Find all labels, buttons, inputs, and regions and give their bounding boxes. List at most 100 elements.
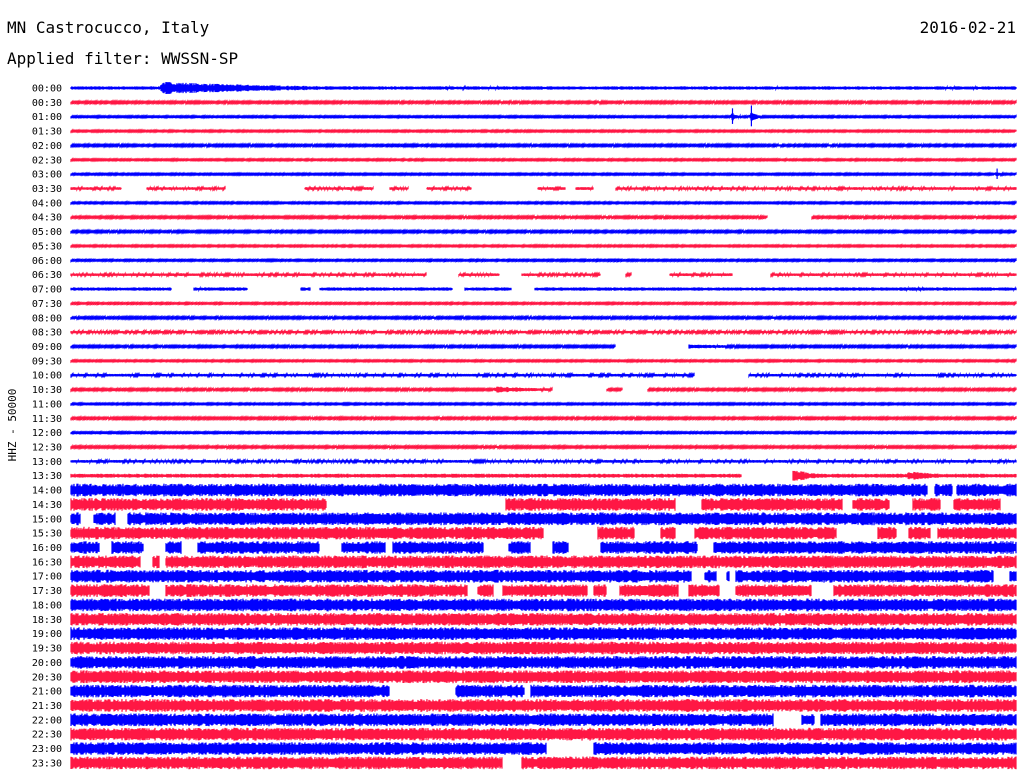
row-time-label: 20:00 bbox=[32, 658, 62, 669]
trace-line bbox=[70, 99, 1017, 106]
trace-row bbox=[70, 598, 1017, 612]
trace-line bbox=[70, 584, 1017, 598]
row-time-label: 11:30 bbox=[32, 414, 62, 425]
trace-row bbox=[70, 401, 1017, 407]
trace-row bbox=[70, 483, 1017, 497]
row-time-label: 10:30 bbox=[32, 385, 62, 396]
trace-row bbox=[70, 457, 1017, 465]
trace-line bbox=[70, 257, 1017, 264]
row-time-label: 17:30 bbox=[32, 586, 62, 597]
trace-line bbox=[70, 641, 1017, 655]
trace-line bbox=[70, 401, 1017, 407]
row-time-label: 23:00 bbox=[32, 744, 62, 755]
trace-line bbox=[70, 157, 1017, 163]
trace-row bbox=[70, 512, 1017, 526]
trace-line bbox=[70, 386, 1017, 393]
trace-line bbox=[70, 526, 1017, 540]
row-time-label: 09:00 bbox=[32, 342, 62, 353]
row-time-label: 01:00 bbox=[32, 112, 62, 123]
trace-line bbox=[70, 598, 1017, 612]
trace-line bbox=[70, 670, 1017, 684]
y-axis-label: HHZ - 50000 bbox=[6, 389, 19, 462]
row-time-label: 12:30 bbox=[32, 443, 62, 454]
row-time-label: 22:30 bbox=[32, 730, 62, 741]
trace-row bbox=[70, 328, 1017, 336]
trace-row bbox=[70, 414, 1017, 422]
row-time-label: 19:00 bbox=[32, 629, 62, 640]
trace-line bbox=[70, 429, 1017, 436]
trace-row bbox=[70, 612, 1017, 626]
trace-row bbox=[70, 727, 1017, 741]
trace-row bbox=[70, 670, 1017, 684]
trace-row bbox=[70, 185, 1017, 192]
row-time-label: 15:30 bbox=[32, 529, 62, 540]
trace-row bbox=[70, 314, 1017, 322]
trace-line bbox=[70, 228, 1017, 235]
trace-row bbox=[70, 371, 1017, 379]
trace-line bbox=[70, 655, 1017, 669]
row-time-label: 03:00 bbox=[32, 170, 62, 181]
trace-row bbox=[70, 213, 1017, 221]
trace-line bbox=[70, 142, 1017, 149]
row-time-label: 21:00 bbox=[32, 687, 62, 698]
trace-line bbox=[70, 541, 1017, 554]
row-time-label: 05:00 bbox=[32, 227, 62, 238]
date-label: 2016-02-21 bbox=[919, 18, 1016, 37]
trace-row bbox=[70, 555, 1017, 569]
trace-row bbox=[70, 81, 1017, 95]
trace-line bbox=[70, 285, 1017, 293]
row-time-label: 18:30 bbox=[32, 615, 62, 626]
row-time-label: 14:30 bbox=[32, 500, 62, 511]
trace-line bbox=[70, 713, 1017, 727]
row-time-label: 00:00 bbox=[32, 84, 62, 95]
filter-label: Applied filter: WWSSN-SP bbox=[7, 49, 239, 68]
trace-line bbox=[70, 343, 1017, 350]
row-time-label: 13:30 bbox=[32, 471, 62, 482]
trace-row bbox=[70, 526, 1017, 540]
trace-line bbox=[70, 555, 1017, 569]
row-time-label: 10:00 bbox=[32, 371, 62, 382]
row-time-label: 13:00 bbox=[32, 457, 62, 468]
row-time-label: 04:00 bbox=[32, 198, 62, 209]
row-time-label: 06:00 bbox=[32, 256, 62, 267]
trace-line bbox=[70, 727, 1017, 741]
row-time-label: 21:30 bbox=[32, 701, 62, 712]
trace-line bbox=[70, 569, 1017, 583]
trace-line bbox=[70, 243, 1017, 249]
trace-row bbox=[70, 200, 1017, 206]
row-time-label: 00:30 bbox=[32, 98, 62, 109]
trace-row bbox=[70, 386, 1017, 393]
row-time-label: 14:00 bbox=[32, 486, 62, 497]
row-time-label: 04:30 bbox=[32, 213, 62, 224]
trace-row bbox=[70, 142, 1017, 149]
row-time-label: 16:00 bbox=[32, 543, 62, 554]
trace-row bbox=[70, 584, 1017, 598]
trace-row bbox=[70, 641, 1017, 655]
row-time-label: 18:00 bbox=[32, 600, 62, 611]
trace-line bbox=[70, 371, 1017, 379]
trace-line bbox=[70, 512, 1017, 526]
row-time-label: 20:30 bbox=[32, 672, 62, 683]
trace-line bbox=[70, 483, 1017, 497]
trace-line bbox=[70, 627, 1017, 641]
row-time-label: 19:30 bbox=[32, 644, 62, 655]
trace-row bbox=[70, 627, 1017, 641]
row-time-label: 11:00 bbox=[32, 399, 62, 410]
trace-line bbox=[70, 213, 1017, 221]
row-time-label: 08:30 bbox=[32, 328, 62, 339]
trace-row bbox=[70, 443, 1017, 451]
trace-line bbox=[70, 699, 1017, 712]
row-time-label: 06:30 bbox=[32, 270, 62, 281]
row-time-label: 07:00 bbox=[32, 285, 62, 296]
trace-line bbox=[70, 358, 1017, 364]
trace-line bbox=[70, 314, 1017, 322]
trace-row bbox=[70, 300, 1017, 307]
row-time-label: 01:30 bbox=[32, 127, 62, 138]
row-time-label: 15:00 bbox=[32, 514, 62, 525]
row-time-label: 07:30 bbox=[32, 299, 62, 310]
trace-row bbox=[70, 157, 1017, 163]
trace-line bbox=[70, 684, 1017, 698]
trace-line bbox=[70, 185, 1017, 192]
trace-line bbox=[70, 414, 1017, 422]
